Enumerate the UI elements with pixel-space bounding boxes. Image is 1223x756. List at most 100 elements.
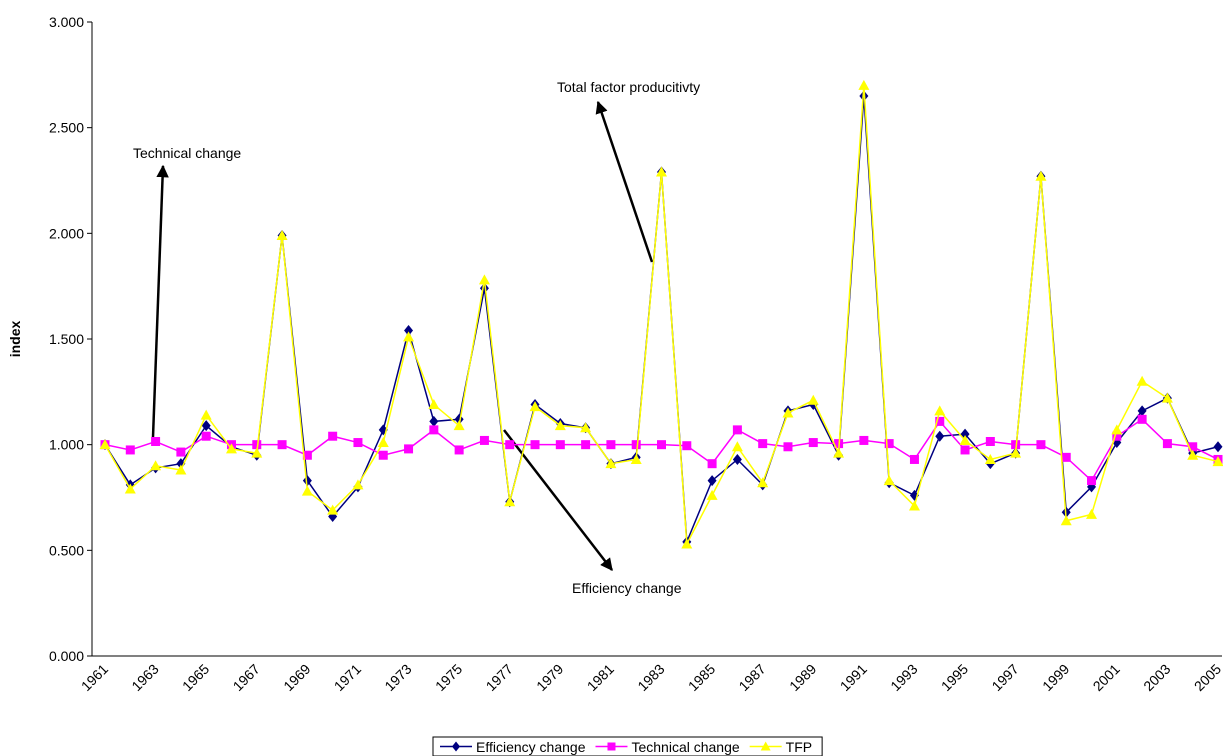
x-tick-label: 1991	[837, 661, 870, 694]
marker	[1136, 375, 1148, 386]
marker	[581, 440, 591, 450]
marker	[378, 450, 388, 460]
marker	[530, 440, 540, 450]
marker	[707, 475, 717, 487]
marker	[1061, 452, 1071, 462]
marker	[706, 489, 718, 500]
marker	[1087, 476, 1097, 486]
arrow	[151, 164, 169, 438]
marker	[1137, 405, 1147, 417]
marker	[478, 274, 490, 285]
x-tick-label: 1999	[1039, 661, 1072, 694]
marker	[301, 485, 313, 496]
y-axis-label: index	[7, 321, 23, 358]
x-tick-label: 1997	[988, 661, 1021, 694]
marker	[984, 453, 996, 464]
marker	[554, 420, 566, 431]
marker	[479, 435, 489, 445]
legend-box	[432, 736, 823, 756]
x-tick-label: 1977	[483, 661, 516, 694]
y-tick-label: 0.000	[49, 648, 84, 664]
marker	[176, 447, 186, 457]
marker	[151, 436, 161, 446]
y-tick-label: 0.500	[49, 542, 84, 558]
marker	[605, 458, 617, 469]
marker	[1035, 170, 1047, 181]
marker	[1060, 515, 1072, 526]
marker	[908, 500, 920, 511]
marker	[884, 439, 894, 449]
legend: Efficiency change Technical change TFP	[432, 736, 823, 756]
marker	[125, 445, 135, 455]
y-tick-label: 2.000	[49, 225, 84, 241]
marker	[909, 454, 919, 464]
arrow	[595, 100, 654, 263]
marker	[1011, 440, 1021, 450]
x-tick-label: 1979	[533, 661, 566, 694]
marker	[681, 538, 693, 549]
marker	[429, 415, 439, 427]
x-tick-label: 1987	[735, 661, 768, 694]
marker	[630, 453, 642, 464]
marker	[277, 440, 287, 450]
x-tick-label: 1967	[230, 661, 263, 694]
legend-label: Efficiency change	[476, 739, 586, 755]
marker	[1036, 440, 1046, 450]
marker	[1112, 431, 1122, 441]
marker	[327, 504, 339, 515]
y-tick-label: 2.500	[49, 120, 84, 136]
arrow	[503, 429, 613, 571]
marker	[833, 447, 845, 458]
marker	[1010, 447, 1022, 458]
annotations: Technical change Total factor producitiv…	[133, 79, 700, 596]
marker	[959, 434, 971, 445]
marker	[429, 425, 439, 435]
marker	[808, 438, 818, 448]
marker	[404, 325, 414, 337]
marker	[454, 445, 464, 455]
marker	[403, 331, 415, 342]
marker	[201, 420, 211, 432]
marker	[1162, 439, 1172, 449]
x-tick-label: 1995	[938, 661, 971, 694]
series	[100, 90, 1223, 548]
marker	[555, 440, 565, 450]
marker	[252, 440, 262, 450]
marker	[758, 439, 768, 449]
marker	[404, 444, 414, 454]
marker	[935, 430, 945, 442]
series	[100, 414, 1223, 486]
legend-label: TFP	[786, 739, 812, 755]
marker	[960, 445, 970, 455]
y-tick-label: 1.500	[49, 331, 84, 347]
x-tick-label: 1975	[432, 661, 465, 694]
marker	[732, 453, 742, 465]
x-tick-label: 1971	[331, 661, 364, 694]
x-tick-label: 1961	[78, 661, 111, 694]
x-tick-label: 2003	[1140, 661, 1173, 694]
legend-marker	[607, 742, 616, 751]
marker	[200, 409, 212, 420]
marker	[428, 399, 440, 410]
marker	[757, 477, 769, 488]
marker	[1161, 392, 1173, 403]
x-tick-label: 1989	[786, 661, 819, 694]
marker	[99, 439, 111, 450]
marker	[807, 394, 819, 405]
marker	[783, 442, 793, 452]
marker	[353, 438, 363, 448]
marker	[883, 475, 895, 486]
marker	[935, 416, 945, 426]
marker	[580, 422, 592, 433]
marker	[328, 431, 338, 441]
marker	[731, 441, 743, 452]
x-tick-label: 1963	[128, 661, 161, 694]
marker	[657, 440, 666, 450]
x-tick-label: 1981	[584, 661, 617, 694]
marker	[707, 459, 717, 469]
marker	[1212, 456, 1223, 467]
marker	[631, 440, 641, 450]
marker	[1188, 442, 1198, 452]
marker	[782, 407, 794, 418]
